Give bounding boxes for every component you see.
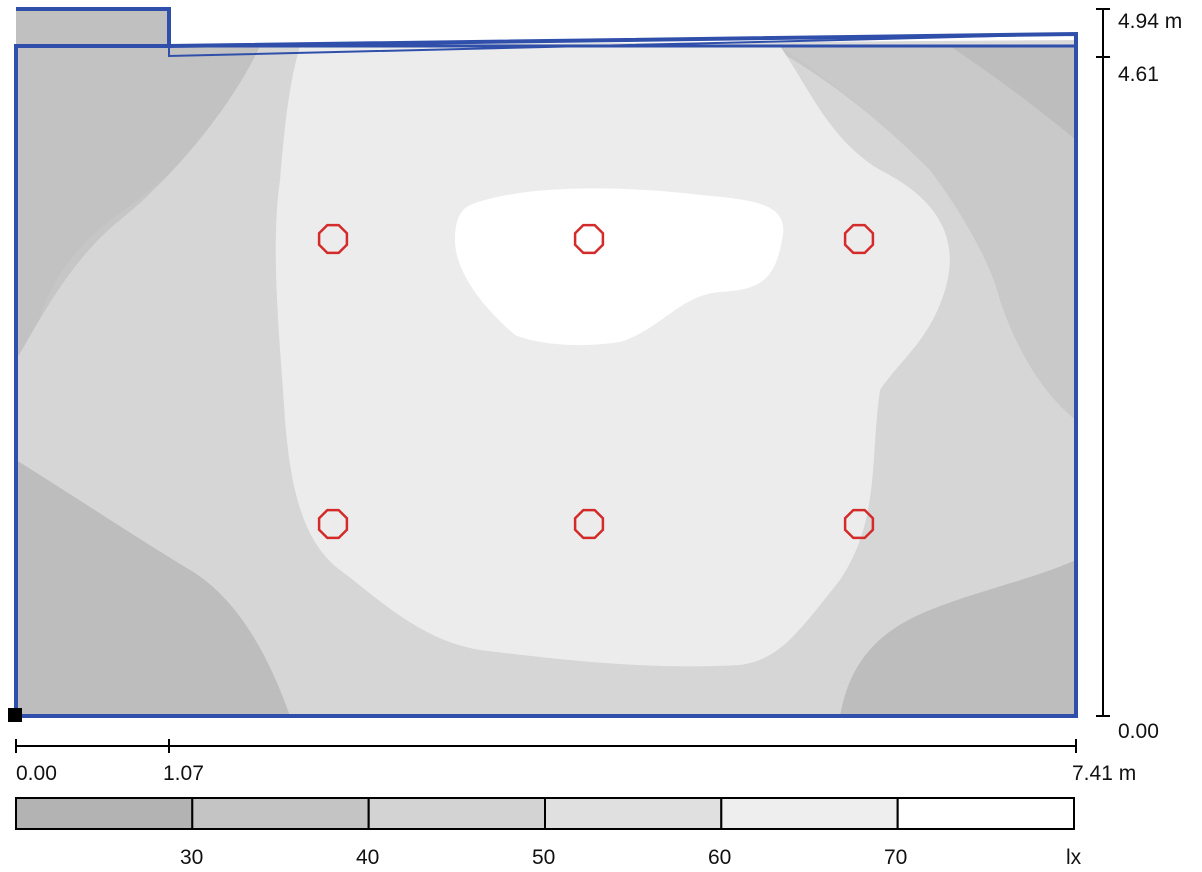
- legend-tick-label: 50: [532, 846, 556, 869]
- luminaire-icon: [573, 508, 605, 540]
- horizontal-dimension: [15, 739, 1077, 753]
- contour-band-60: [275, 46, 950, 667]
- x-dimension-left-label: 0.00: [16, 762, 57, 785]
- luminaire-group: [317, 223, 875, 540]
- legend-swatch: [367, 797, 547, 830]
- contour-band-40-right: [780, 46, 1076, 420]
- origin-marker: [8, 708, 22, 722]
- room-outline-path: [14, 7, 1078, 718]
- contour-band-70: [455, 188, 784, 346]
- alcove-fill: [16, 9, 169, 46]
- legend-tick-label: 40: [356, 846, 380, 869]
- luminaire-icon: [317, 223, 349, 255]
- y-dimension-mid-label: 4.61: [1118, 63, 1159, 86]
- legend-swatch: [720, 797, 899, 830]
- x-dimension-mid-label: 1.07: [163, 762, 204, 785]
- legend-swatch: [544, 797, 723, 830]
- luminaire-icon: [317, 508, 349, 540]
- legend-tick-label: 30: [180, 846, 204, 869]
- legend-bar: [15, 797, 1076, 830]
- luminaire-icon: [573, 223, 605, 255]
- x-dimension-right-label: 7.41 m: [1072, 762, 1137, 785]
- contour-band-30-right: [950, 46, 1076, 140]
- y-dimension-bottom-label: 0.00: [1118, 720, 1159, 743]
- luminaire-icon: [843, 223, 875, 255]
- legend-tick-label: 60: [708, 846, 732, 869]
- vertical-dimension: [1096, 8, 1110, 717]
- y-dimension-top-label: 4.94 m: [1118, 10, 1183, 33]
- luminaire-icon: [843, 508, 875, 540]
- legend-tick-label: 70: [884, 846, 908, 869]
- legend-swatch: [191, 797, 370, 830]
- contour-band-30-bottom-right: [840, 560, 1076, 716]
- contour-band-30: [16, 46, 300, 716]
- contour-plot: [16, 9, 1076, 716]
- legend-unit-label: lx: [1066, 846, 1082, 869]
- room-outline: [14, 7, 1078, 718]
- legend-swatch: [896, 797, 1076, 830]
- ceiling-outline-path: [168, 33, 1077, 58]
- contour-band-30-bottom-left: [16, 460, 290, 716]
- legend-swatch: [15, 797, 194, 830]
